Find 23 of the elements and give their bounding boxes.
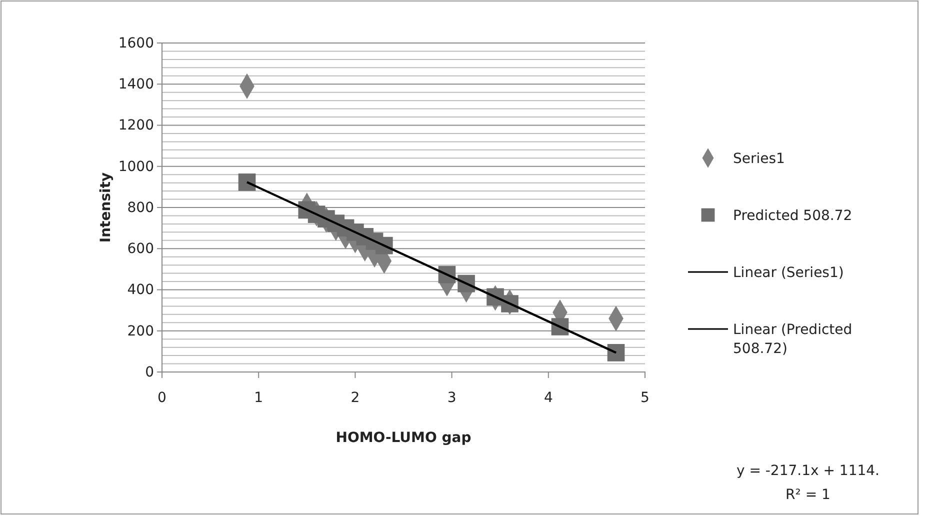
x-tick-label: 1 <box>254 390 264 406</box>
x-tick-label: 2 <box>350 390 360 406</box>
y-tick-label: 1400 <box>118 76 154 93</box>
x-tick-label: 4 <box>544 390 553 406</box>
text: y = -217.1x + 1114. <box>736 463 880 479</box>
y-tick-label: 0 <box>145 364 154 380</box>
legend-label: Series1 <box>733 151 785 167</box>
y-tick-label: 1600 <box>118 35 154 52</box>
y-tick-label: 800 <box>127 200 154 216</box>
text: R² = 1 <box>786 487 830 503</box>
y-tick-label: 600 <box>127 241 154 258</box>
y-tick-label: 400 <box>127 282 154 298</box>
x-tick-label: 0 <box>158 390 166 406</box>
x-tick-label: 3 <box>447 390 456 406</box>
x-tick-label: 5 <box>640 390 650 406</box>
x-axis-title: HOMO-LUMO gap <box>336 430 472 446</box>
y-axis-title: Intensity <box>98 172 114 243</box>
legend-label: Predicted 508.72 <box>733 208 852 224</box>
legend-label: Linear (Series1) <box>733 265 844 281</box>
legend-label: Linear (Predicted 508.72) <box>733 322 852 357</box>
y-tick-label: 1200 <box>118 118 154 134</box>
y-tick-label: 200 <box>127 323 154 340</box>
y-tick-label: 1000 <box>118 158 154 175</box>
